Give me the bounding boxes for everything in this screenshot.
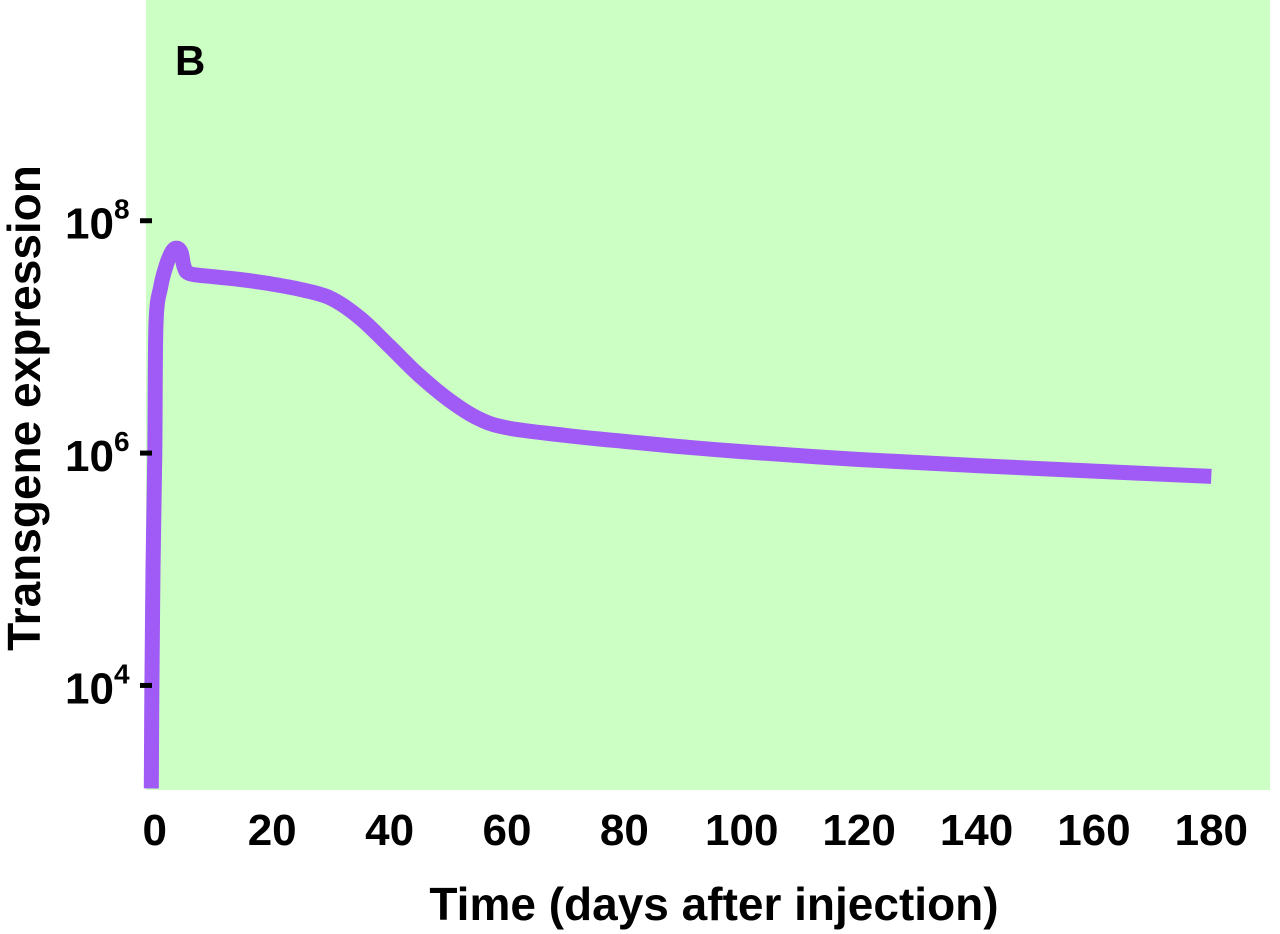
x-tick-label: 160 — [1057, 806, 1130, 855]
x-tick-label: 180 — [1175, 806, 1248, 855]
x-axis-title: Time (days after injection) — [429, 878, 998, 930]
x-tick-label: 100 — [705, 806, 778, 855]
y-tick-exponent: 4 — [114, 658, 130, 689]
x-tick-label: 0 — [143, 806, 167, 855]
x-tick-label: 20 — [248, 806, 297, 855]
panel-label: B — [175, 37, 205, 84]
x-tick-label: 60 — [482, 806, 531, 855]
plot-background — [146, 0, 1270, 790]
x-axis: 0 20 40 60 80 100 120 140 160 180 — [143, 806, 1248, 855]
x-tick-label: 120 — [822, 806, 895, 855]
y-tick-label: 104 — [65, 658, 130, 713]
y-tick-label: 106 — [65, 426, 130, 481]
x-tick-label: 40 — [365, 806, 414, 855]
y-tick-base: 10 — [65, 432, 114, 481]
y-tick-exponent: 6 — [114, 426, 130, 457]
y-tick-base: 10 — [65, 200, 114, 249]
series-layer — [143, 240, 1212, 789]
x-tick-label: 80 — [600, 806, 649, 855]
y-tick-base: 10 — [65, 664, 114, 713]
y-tick-exponent: 8 — [114, 194, 130, 225]
series-line-0 — [143, 240, 1212, 789]
y-axis-title: Transgene expression — [0, 165, 50, 651]
y-tick-label: 108 — [65, 194, 130, 249]
x-tick-label: 140 — [940, 806, 1013, 855]
